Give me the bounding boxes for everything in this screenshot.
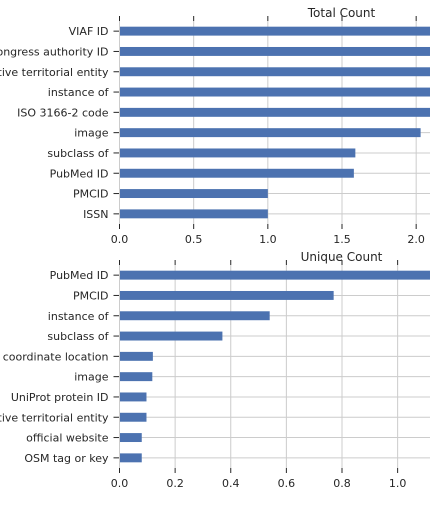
- y-tick-label: PMCID: [73, 188, 109, 201]
- y-tick-label: PMCID: [73, 289, 109, 302]
- y-tick-label: PubMed ID: [50, 167, 109, 180]
- bar: [119, 46, 430, 56]
- bar: [119, 412, 147, 422]
- y-tick-label: instance of: [48, 86, 110, 99]
- bar: [119, 392, 147, 402]
- bar: [119, 26, 430, 36]
- bar: [119, 107, 430, 117]
- y-tick-label: UniProt protein ID: [11, 391, 109, 404]
- y-tick-label: coordinate location: [3, 350, 109, 363]
- y-tick-label: OSM tag or key: [24, 452, 109, 465]
- y-tick-label: Library of Congress authority ID: [0, 45, 109, 58]
- x-tick-label: 0.2: [166, 477, 184, 490]
- bar: [119, 148, 356, 158]
- y-tick-label: subclass of: [47, 330, 109, 343]
- bar: [119, 270, 430, 280]
- bar: [119, 372, 153, 382]
- y-tick-label: instance of: [48, 310, 110, 323]
- x-tick-label: 0.4: [222, 477, 240, 490]
- bar: [119, 331, 223, 341]
- x-tick-label: 0.8: [333, 477, 351, 490]
- y-tick-label: PubMed ID: [50, 269, 109, 282]
- y-tick-label: official website: [26, 432, 109, 445]
- bar: [119, 87, 430, 97]
- y-tick-label: ISSN: [83, 208, 108, 221]
- y-tick-label: ISO 3166-2 code: [17, 106, 109, 119]
- x-tick-label: 0.0: [111, 233, 129, 246]
- y-tick-label: image: [74, 127, 108, 140]
- chart-1: VIAF ID Library of Congress authority ID l…: [0, 6, 430, 246]
- x-tick-label: 0.5: [185, 233, 203, 246]
- bar: [119, 67, 430, 77]
- y-tick-label: located in the administrative territoria…: [0, 411, 109, 424]
- x-tick-label: 1.0: [389, 477, 407, 490]
- bar: [119, 351, 153, 361]
- x-tick-label: 2.0: [407, 233, 425, 246]
- chart-title: Unique Count: [301, 250, 383, 264]
- bar: [119, 128, 421, 138]
- x-tick-label: 1.5: [333, 233, 351, 246]
- bar: [119, 168, 354, 178]
- x-tick-label: 0.0: [111, 477, 129, 490]
- chart-2: PubMed ID PMCID instance of subclass of coor…: [0, 250, 430, 490]
- y-tick-label: VIAF ID: [69, 25, 109, 38]
- bar: [119, 290, 334, 300]
- y-tick-label: located in the administrative territoria…: [0, 66, 109, 79]
- bar: [119, 453, 142, 463]
- x-tick-label: 1.0: [259, 233, 277, 246]
- bar: [119, 189, 268, 199]
- bar: [119, 209, 268, 219]
- bar: [119, 433, 142, 443]
- x-tick-label: 0.6: [278, 477, 296, 490]
- chart-title: Total Count: [307, 6, 376, 20]
- y-tick-label: image: [74, 371, 108, 384]
- y-tick-label: subclass of: [47, 147, 109, 160]
- bar: [119, 311, 270, 321]
